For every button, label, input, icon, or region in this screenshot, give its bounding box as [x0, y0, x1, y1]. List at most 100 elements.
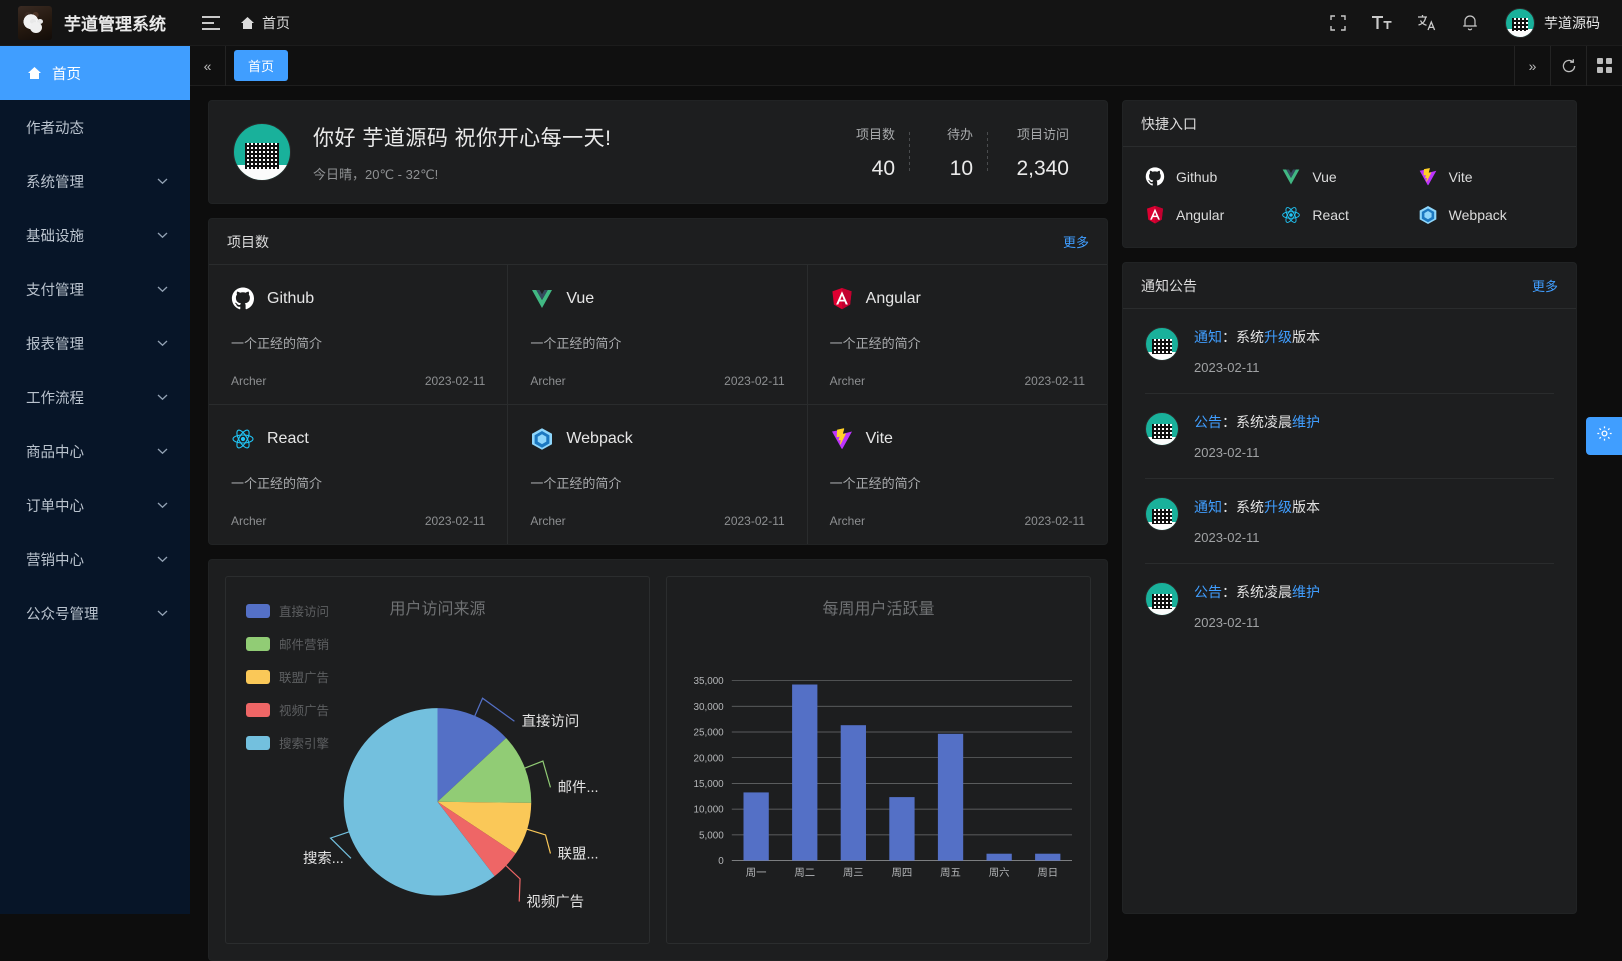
legend-item[interactable]: 邮件营销 [246, 634, 329, 653]
notice-title[interactable]: 通知：系统升级版本 [1194, 499, 1320, 515]
sidebar-item-5[interactable]: 支付管理 [0, 262, 190, 316]
project-desc: 一个正经的简介 [231, 476, 323, 491]
stat-label: 项目数 [855, 126, 895, 142]
quick-entry-title: 快捷入口 [1141, 115, 1197, 132]
notice-item[interactable]: 通知：系统升级版本 2023-02-11 [1145, 479, 1554, 564]
project-author: Archer [829, 374, 865, 388]
sidebar-item-11[interactable]: 公众号管理 [0, 586, 190, 640]
vite-icon [830, 427, 854, 451]
pie-chart-panel: 用户访问来源 直接访问 邮件营销 联盟广告 视频广告 搜索引擎 直接访问 邮件... 联盟.… [225, 576, 650, 944]
project-footer: Archer 2023-02-11 [530, 514, 784, 528]
chevron-down-icon [156, 283, 168, 295]
github-icon [1145, 167, 1165, 187]
tab-1[interactable]: 首页 [234, 50, 289, 81]
pie-slice[interactable] [437, 801, 516, 877]
legend-item[interactable]: 直接访问 [246, 601, 329, 620]
notice-title[interactable]: 公告：系统凌晨维护 [1194, 584, 1320, 600]
pie-chart-svg[interactable]: 直接访问邮件...联盟...视频广告搜索... [226, 577, 649, 943]
quick-entry-label: Vue [1312, 169, 1337, 185]
project-desc: 一个正经的简介 [829, 476, 921, 491]
projects-more-link[interactable]: 更多 [1062, 235, 1089, 250]
translate-icon[interactable] [1405, 0, 1447, 46]
left-column: 你好 芋道源码 祝你开心每一天! 今日晴，20℃ - 32℃! 项目数 40 待办 1… [208, 100, 1108, 961]
project-card[interactable]: Angular 一个正经的简介 Archer 2023-02-11 [807, 265, 1107, 405]
sidebar-item-9[interactable]: 订单中心 [0, 478, 190, 532]
sidebar-item-8[interactable]: 商品中心 [0, 424, 190, 478]
tabbar-right-actions: » [1514, 45, 1622, 86]
scroll-right-icon[interactable]: » [1514, 45, 1550, 86]
quick-entry-item[interactable]: Angular [1145, 205, 1281, 225]
pie-slice[interactable] [437, 708, 507, 802]
hamburger-icon[interactable] [190, 0, 232, 46]
notice-avatar [1145, 582, 1179, 616]
notice-title[interactable]: 公告：系统凌晨维护 [1194, 414, 1320, 430]
project-date: 2023-02-11 [724, 374, 785, 388]
notice-item[interactable]: 公告：系统凌晨维护 2023-02-11 [1145, 394, 1554, 479]
bar[interactable] [986, 853, 1012, 861]
settings-drawer-toggle[interactable] [1586, 417, 1622, 455]
notice-date: 2023-02-11 [1194, 445, 1260, 460]
project-card[interactable]: Vue 一个正经的简介 Archer 2023-02-11 [508, 265, 808, 405]
bar[interactable] [937, 733, 964, 861]
refresh-icon[interactable] [1550, 45, 1586, 86]
x-axis-tick: 周二 [794, 867, 815, 879]
quick-entry-item[interactable]: Vite [1418, 167, 1554, 187]
chevron-down-icon [156, 175, 168, 187]
stat-value: 10 [949, 156, 973, 180]
project-card[interactable]: React 一个正经的简介 Archer 2023-02-11 [209, 405, 509, 544]
bar[interactable] [792, 684, 818, 861]
project-card[interactable]: Github 一个正经的简介 Archer 2023-02-11 [209, 265, 509, 405]
pie-slice[interactable] [437, 737, 532, 803]
notice-item[interactable]: 公告：系统凌晨维护 2023-02-11 [1145, 564, 1554, 648]
angular-icon [1145, 205, 1165, 225]
project-author: Archer [829, 514, 865, 528]
notice-item[interactable]: 通知：系统升级版本 2023-02-11 [1145, 309, 1554, 394]
notices-more-link[interactable]: 更多 [1531, 279, 1558, 294]
fullscreen-icon[interactable] [1317, 0, 1359, 46]
bar-chart-svg[interactable]: 0 5,000 10,000 15,000 20,000 25,000 30,000 35,0… [667, 577, 1090, 943]
quick-entry-item[interactable]: Webpack [1418, 205, 1554, 225]
breadcrumb[interactable]: 首页 [240, 13, 290, 33]
sidebar-item-7[interactable]: 工作流程 [0, 370, 190, 424]
sidebar-item-6[interactable]: 报表管理 [0, 316, 190, 370]
pie-slice[interactable] [437, 801, 532, 854]
quick-entry-item[interactable]: Vue [1281, 167, 1417, 187]
scroll-left-icon[interactable]: « [190, 45, 226, 86]
bar-chart-panel: 每周用户活跃量 0 5,000 10,000 15,000 20,000 25,000 30… [666, 576, 1091, 944]
bar[interactable] [889, 797, 915, 861]
font-size-icon[interactable] [1361, 0, 1403, 46]
legend-item[interactable]: 视频广告 [246, 700, 329, 719]
top-bar: 芋道管理系统 首页 [0, 0, 1622, 46]
project-card[interactable]: Vite 一个正经的简介 Archer 2023-02-11 [808, 405, 1107, 544]
sidebar-item-10[interactable]: 营销中心 [0, 532, 190, 586]
sidebar-item-2[interactable]: 作者动态 [0, 100, 190, 154]
sidebar-item-label: 订单中心 [26, 498, 84, 515]
sidebar-item-4[interactable]: 基础设施 [0, 208, 190, 262]
main-content: 你好 芋道源码 祝你开心每一天! 今日晴，20℃ - 32℃! 项目数 40 待办 1… [190, 86, 1622, 961]
quick-entry-item[interactable]: React [1281, 205, 1417, 225]
logo-area[interactable]: 芋道管理系统 [0, 5, 190, 40]
bell-icon[interactable] [1449, 0, 1491, 46]
qr-avatar-icon [233, 123, 291, 181]
project-author: Archer [530, 374, 566, 388]
pie-slice-label: 联盟... [558, 845, 599, 862]
sidebar-item-3[interactable]: 系统管理 [0, 154, 190, 208]
bar[interactable] [840, 725, 866, 861]
project-title-row: React [231, 427, 485, 451]
projects-grid: Github 一个正经的简介 Archer 2023-02-11 Vue 一个正经的简介 A… [209, 265, 1107, 544]
legend-item[interactable]: 联盟广告 [246, 667, 329, 686]
rabbit-avatar-icon [18, 5, 52, 40]
bar[interactable] [1035, 853, 1061, 861]
grid-layout-icon[interactable] [1586, 45, 1622, 86]
notice-title[interactable]: 通知：系统升级版本 [1194, 329, 1320, 345]
bar[interactable] [743, 792, 769, 861]
project-card[interactable]: Webpack 一个正经的简介 Archer 2023-02-11 [508, 405, 808, 544]
chevron-down-icon [156, 553, 168, 565]
quick-entry-item[interactable]: Github [1145, 167, 1281, 187]
sidebar-item-1[interactable]: 首页 [0, 46, 190, 100]
user-menu[interactable]: 芋道源码 [1493, 7, 1608, 38]
pie-slice[interactable] [343, 708, 495, 896]
sidebar-item-label: 工作流程 [26, 390, 84, 407]
legend-item[interactable]: 搜索引擎 [246, 733, 329, 752]
project-name: Webpack [566, 430, 633, 447]
